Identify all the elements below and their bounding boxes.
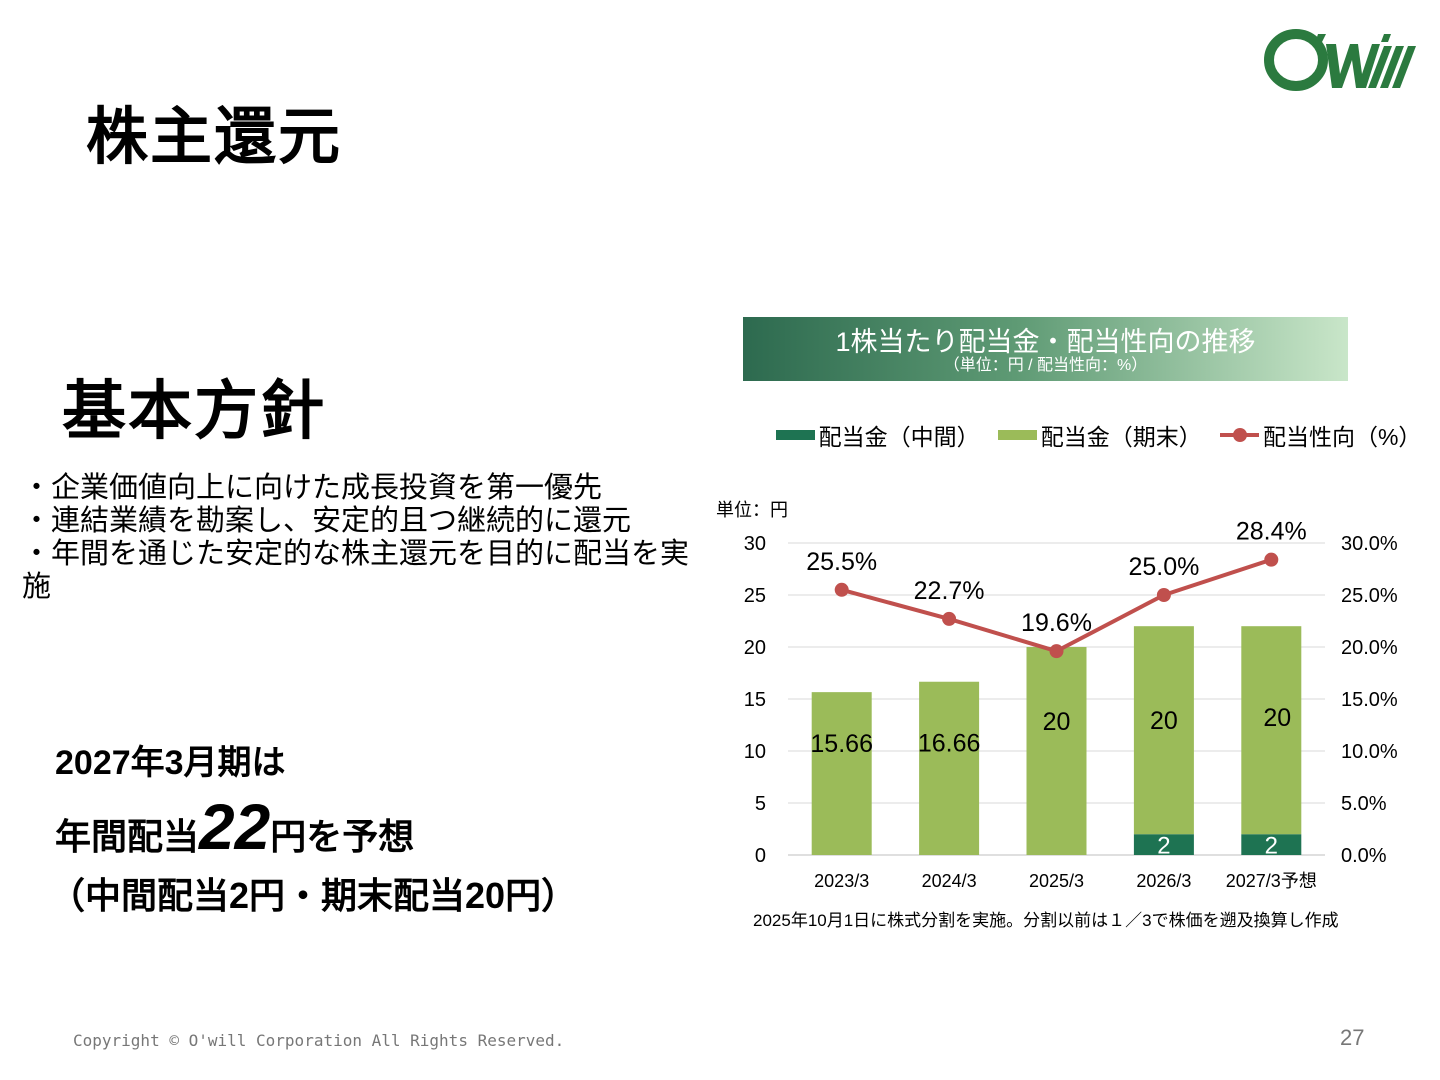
y-left-tick-label: 20 [744,637,766,659]
bar-label-year-end: 15.66 [810,730,873,758]
y-left-tick-label: 15 [744,689,766,711]
payout-point [942,611,957,626]
payout-label: 28.4% [1236,520,1307,546]
y-right-tick-label: 10.0% [1341,741,1398,763]
policy-list: ・企業価値向上に向けた成長投資を第一優先 ・連結業績を勘案し、安定的且つ継続的に… [22,472,702,604]
policy-heading: 基本方針 [62,375,326,447]
y-left-tick-label: 25 [744,585,766,607]
x-tick-label: 2023/3 [814,871,869,891]
bar-label-year-end: 20 [1150,707,1178,735]
x-tick-label: 2027/3予想 [1226,871,1317,891]
legend-item-payout: 配当性向（%） [1220,418,1422,452]
payout-point [1156,588,1171,602]
page-number: 27 [1340,1025,1365,1050]
payout-point [1049,644,1064,659]
payout-label: 19.6% [1021,609,1092,637]
company-logo [1264,29,1416,91]
bar-label-year-end: 16.66 [918,730,981,758]
y-left-tick-label: 0 [755,845,766,867]
dividend-chart: 0 0.0% 5 5.0% 10 10.0% 15 15.0% 20 20.0% 25 25.0% 30… [744,520,1398,891]
bar-label-interim: 2 [1157,833,1170,860]
bar-year-end [811,692,872,855]
y-right-tick-label: 0.0% [1341,845,1387,867]
bar-interim [1133,834,1194,855]
y-left-tick-label: 10 [744,741,766,763]
policy-item: ・年間を通じた安定的な株主還元を目的に配当を実施 [22,538,690,603]
legend-label-year-end: 配当金（期末） [1040,424,1202,450]
bar-year-end [1133,626,1194,835]
chart-unit-label: 単位：円 [716,500,788,520]
x-tick-label: 2025/3 [1029,871,1084,891]
x-tick-label: 2026/3 [1136,871,1191,891]
bar-label-interim: 2 [1265,833,1278,860]
payout-point [834,582,849,597]
payout-label: 25.0% [1128,553,1199,581]
chart-footnote: 2025年10月1日に株式分割を実施。分割以前は１／3で株価を遡及換算し作成 [753,911,1339,930]
legend-item-interim: 配当金（中間） [776,418,980,452]
payout-label: 22.7% [914,577,985,605]
legend-label-interim: 配当金（中間） [818,424,980,450]
payout-line [841,557,1272,654]
chart-legend: 配当金（中間） 配当金（期末） 配当性向（%） [776,418,1440,452]
bar-label-year-end: 20 [1043,708,1071,736]
page-title: 株主還元 [86,103,343,172]
chart-header: 1株当たり配当金・配当性向の推移 （単位：円 / 配当性向：%） [743,317,1348,381]
y-right-tick-label: 20.0% [1341,637,1398,659]
bar-year-end [1026,647,1087,855]
bar-label-year-end: 20 [1263,704,1291,732]
bar-year-end [919,681,980,855]
chart-title: 1株当たり配当金・配当性向の推移 [835,327,1256,357]
payout-label: 25.5% [806,548,877,576]
legend-item-year-end: 配当金（期末） [998,418,1202,452]
dividend-forecast: 2027年3月期は 年間配当22円を予想 （中間配当2円・期末配当20円） [49,740,577,920]
forecast-amount: 22 [199,791,271,863]
y-left-tick-label: 5 [755,793,766,815]
x-tick-label: 2024/3 [922,871,977,891]
legend-swatch-interim [776,430,815,440]
bar-year-end [1241,626,1302,835]
y-left-tick-label: 30 [744,533,766,555]
forecast-suffix: 円を予想 [270,816,415,857]
legend-label-payout: 配当性向（%） [1262,424,1422,450]
policy-item: ・企業価値向上に向けた成長投資を第一優先 [22,472,603,504]
y-right-tick-label: 30.0% [1341,533,1398,555]
y-right-tick-label: 25.0% [1341,585,1398,607]
legend-swatch-payout [1220,428,1259,442]
forecast-line1: 2027年3月期は [55,744,286,782]
policy-item: ・連結業績を勘案し、安定的且つ継続的に還元 [22,505,632,537]
payout-point [1264,552,1279,567]
forecast-annual-label: 年間配当 [55,816,200,857]
bar-interim [1241,834,1302,855]
chart-subtitle: （単位：円 / 配当性向：%） [943,357,1148,374]
copyright: Copyright © O'will Corporation All Right… [73,1031,565,1050]
y-right-tick-label: 15.0% [1341,689,1398,711]
legend-swatch-year-end [998,430,1037,440]
y-right-tick-label: 5.0% [1341,793,1387,815]
forecast-line2: 年間配当22円を予想 [55,792,577,872]
forecast-breakdown: （中間配当2円・期末配当20円） [49,875,578,916]
